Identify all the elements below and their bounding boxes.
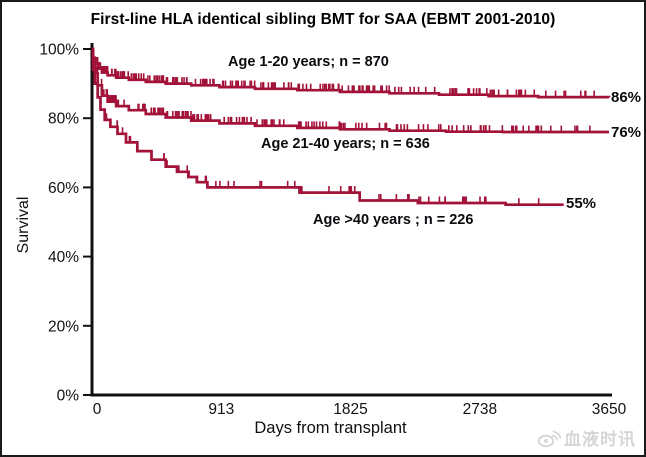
end-survival-label-age-21-40: 76% xyxy=(611,124,642,141)
watermark: 血液时讯 xyxy=(537,425,636,450)
y-tick-label: 40% xyxy=(48,249,79,266)
series-label-age-1-20: Age 1-20 years; n = 870 xyxy=(228,54,389,70)
y-axis-title: Survival xyxy=(15,196,32,254)
y-tick-label: 60% xyxy=(48,180,79,197)
y-tick-label: 100% xyxy=(39,42,79,59)
end-survival-label-age-over-40: 55% xyxy=(566,195,597,212)
watermark-text: 血液时讯 xyxy=(564,430,636,449)
x-axis-title: Days from transplant xyxy=(254,419,407,437)
y-tick-label: 0% xyxy=(57,388,80,405)
x-tick-label: 1825 xyxy=(333,401,367,418)
x-tick-label: 913 xyxy=(208,401,234,418)
end-survival-label-age-1-20: 86% xyxy=(611,89,642,106)
weibo-icon xyxy=(537,430,561,447)
y-tick-label: 20% xyxy=(48,318,79,335)
chart-title: First-line HLA identical sibling BMT for… xyxy=(90,11,556,28)
x-tick-label: 2738 xyxy=(463,401,497,418)
x-tick-label: 3650 xyxy=(592,401,627,418)
series-label-age-over-40: Age >40 years ; n = 226 xyxy=(313,212,474,228)
y-tick-label: 80% xyxy=(48,111,79,128)
series-label-age-21-40: Age 21-40 years; n = 636 xyxy=(261,136,430,152)
x-tick-label: 0 xyxy=(93,401,102,418)
